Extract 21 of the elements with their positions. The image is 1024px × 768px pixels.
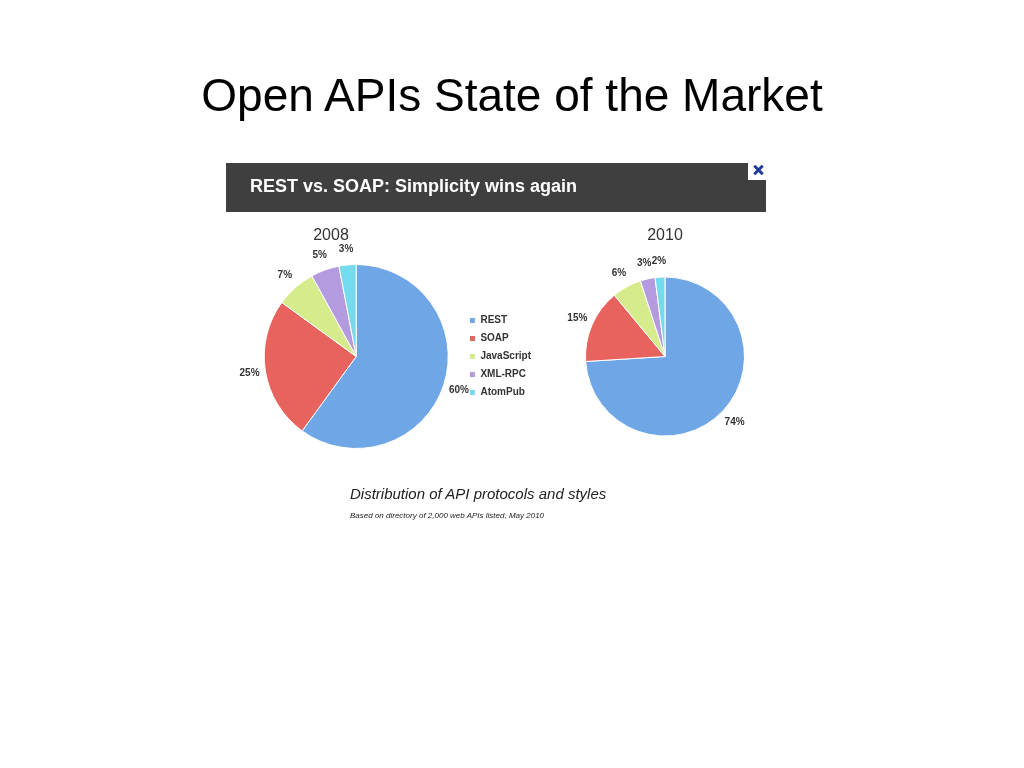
legend-label: REST xyxy=(480,314,508,326)
chart-title: 2010 xyxy=(646,226,684,244)
text: REST vs. SOAP: Simplicity wins again xyxy=(250,176,578,197)
data-label: 2% xyxy=(651,254,667,266)
data-label: 25% xyxy=(239,367,260,379)
data-label: 7% xyxy=(277,269,293,281)
text: Open APIs State of the Market xyxy=(200,68,824,122)
legend-label: XML-RPC xyxy=(480,368,526,380)
data-label: 3% xyxy=(338,242,354,254)
legend-label: JavaScript xyxy=(480,350,532,362)
text: Distribution of API protocols and styles xyxy=(350,485,607,502)
data-label: 60% xyxy=(448,383,470,395)
legend-label: AtomPub xyxy=(480,386,525,398)
data-label: 3% xyxy=(636,257,652,269)
chart-title: 2008 xyxy=(312,226,350,244)
data-label: 5% xyxy=(312,248,327,260)
data-label: 15% xyxy=(567,312,588,324)
data-label: 74% xyxy=(724,415,745,427)
data-label: 6% xyxy=(611,266,627,278)
legend-label: SOAP xyxy=(480,332,510,344)
text: Based on directory of 2,000 web APIs listed, May 2010 xyxy=(350,511,545,520)
